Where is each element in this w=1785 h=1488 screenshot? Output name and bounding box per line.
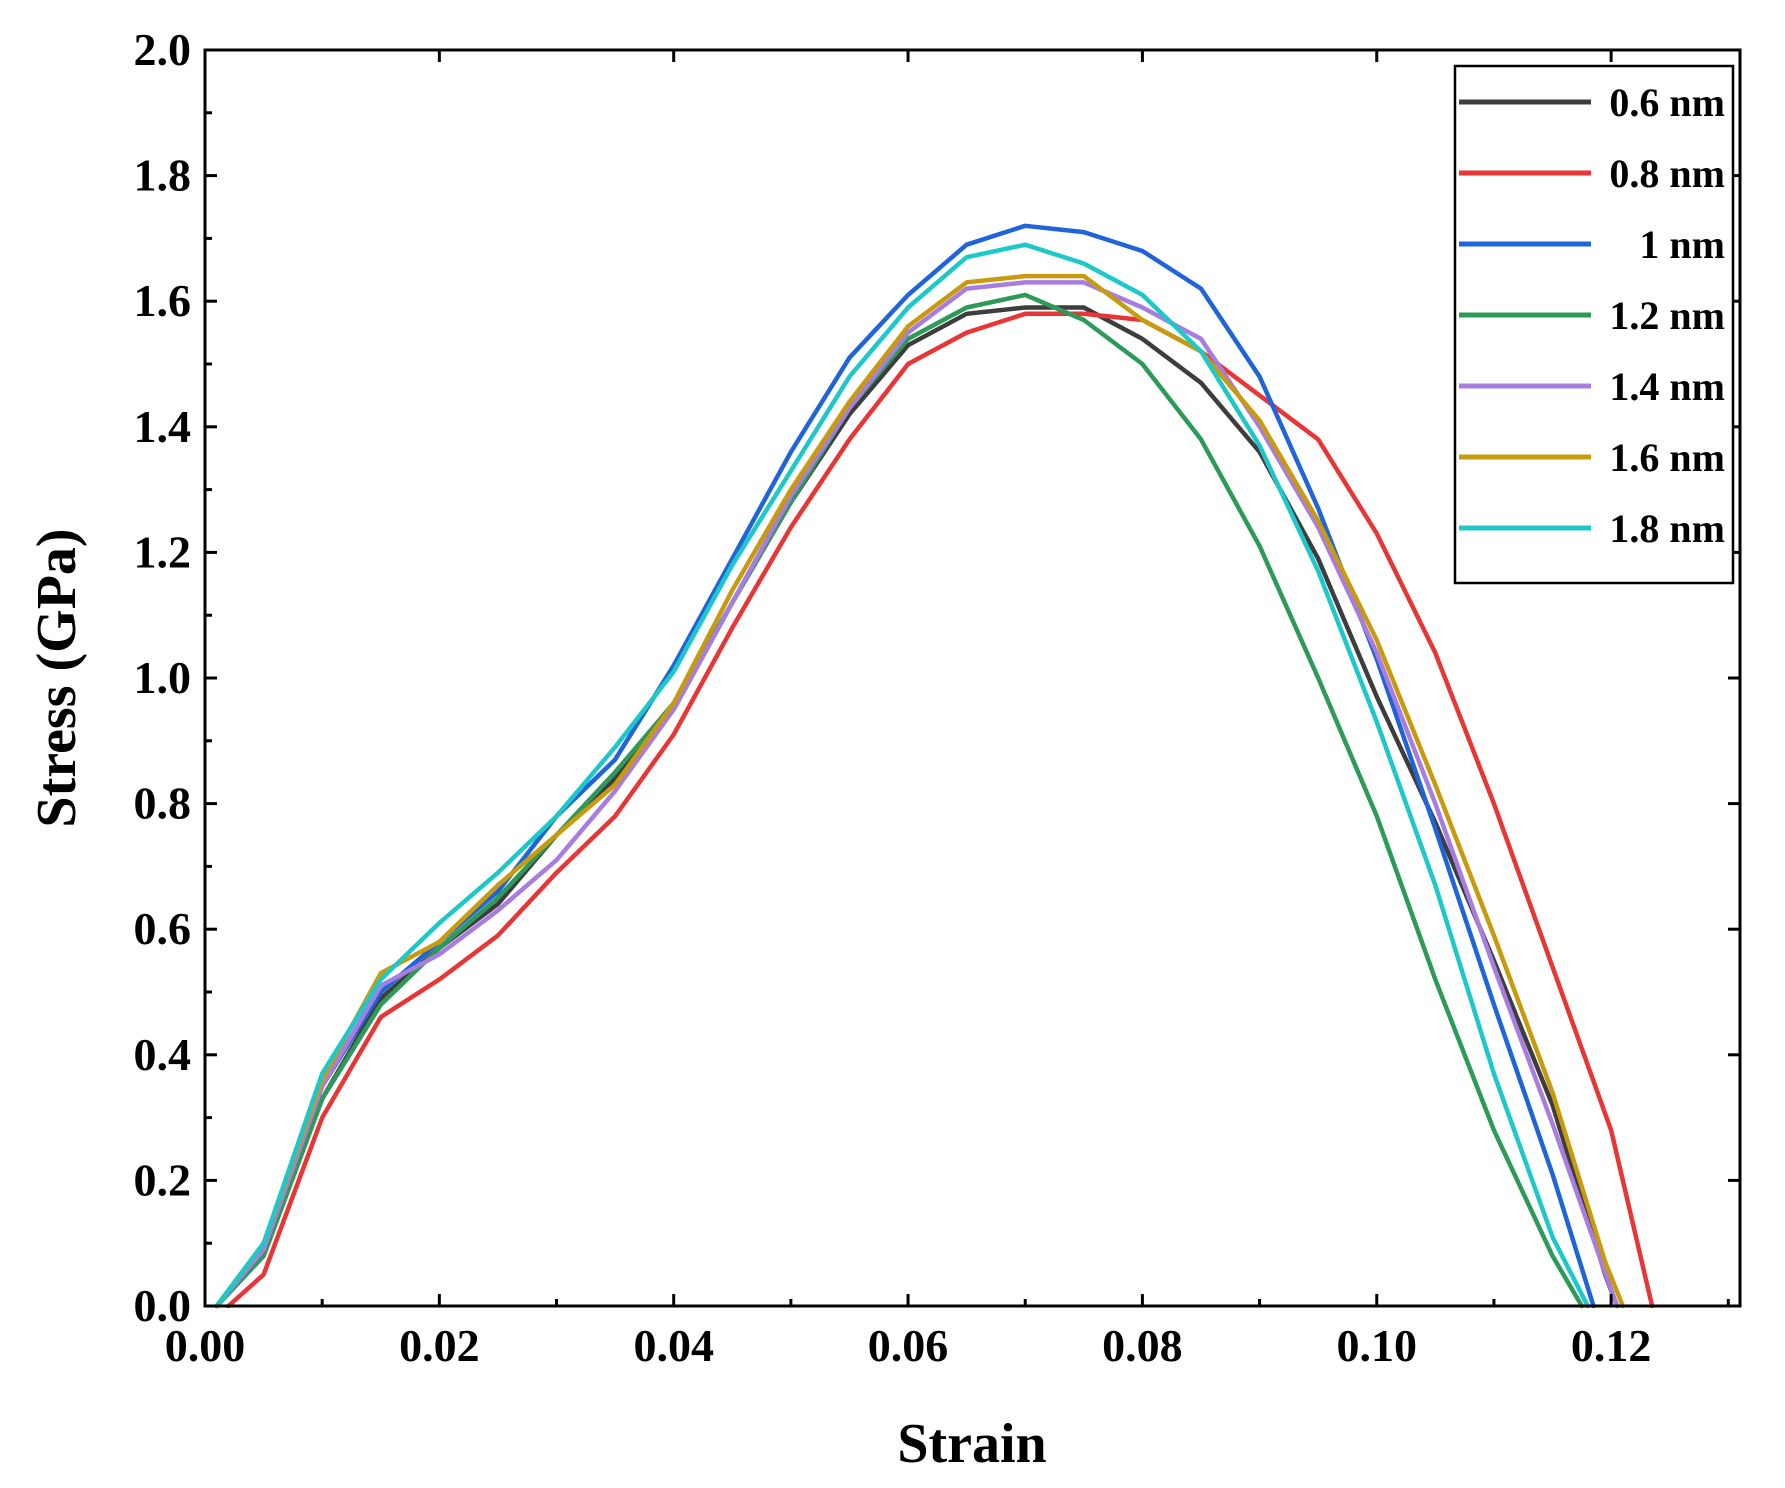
- y-axis-title: Stress (GPa): [26, 528, 88, 827]
- x-axis-title: Strain: [897, 1413, 1046, 1475]
- series-line-1p4-nm: [214, 280, 1620, 1309]
- y-tick-label: 1.4: [134, 401, 192, 452]
- x-tick-label: 0.02: [399, 1320, 480, 1371]
- y-tick-label: 1.0: [134, 652, 192, 703]
- y-tick-label: 1.2: [134, 526, 192, 577]
- legend-label: 1.4 nm: [1609, 364, 1725, 409]
- x-tick-label: 0.04: [633, 1320, 714, 1371]
- legend-label: 1.8 nm: [1609, 506, 1725, 551]
- series-line-1p2-nm: [214, 292, 1585, 1309]
- legend-box: [1453, 64, 1735, 585]
- legend: 0.6 nm 0.8 nm 1 nm 1.2 nm 1.4 nm 1.6 nm 1.8 nm: [1453, 64, 1735, 585]
- y-tick-label: 0.8: [134, 778, 192, 829]
- x-tick-label: 0.06: [868, 1320, 949, 1371]
- legend-label: 1.2 nm: [1609, 293, 1725, 338]
- x-tick-label: 0.08: [1102, 1320, 1183, 1371]
- y-tick-label: 2.0: [134, 24, 192, 75]
- legend-label: 0.6 nm: [1609, 80, 1725, 125]
- series-line-1-nm: [214, 223, 1596, 1309]
- x-tick-label: 0.12: [1571, 1320, 1652, 1371]
- series-line-1p6-nm: [214, 273, 1626, 1309]
- series-line-0p8-nm: [226, 311, 1655, 1309]
- y-tick-label: 1.6: [134, 275, 192, 326]
- series-line-1p8-nm: [214, 242, 1590, 1309]
- legend-label: 1 nm: [1639, 222, 1725, 267]
- x-axis-ticks: 0.00 0.02 0.04 0.06 0.08 0.10 0.12: [165, 50, 1730, 1371]
- x-tick-label: 0.10: [1337, 1320, 1418, 1371]
- y-tick-label: 1.8: [134, 150, 192, 201]
- y-tick-label: 0.0: [134, 1280, 192, 1331]
- y-tick-label: 0.6: [134, 903, 192, 954]
- legend-label: 0.8 nm: [1609, 151, 1725, 196]
- x-tick-label: 0.00: [165, 1320, 246, 1371]
- y-tick-label: 0.2: [134, 1154, 192, 1205]
- y-tick-label: 0.4: [134, 1029, 192, 1080]
- y-axis-ticks: 0.0 0.2 0.4 0.6 0.8 1.0 1.2 1.4 1.6 1.8 2.0: [134, 24, 1740, 1331]
- series-group: [214, 223, 1655, 1309]
- legend-label: 1.6 nm: [1609, 435, 1725, 480]
